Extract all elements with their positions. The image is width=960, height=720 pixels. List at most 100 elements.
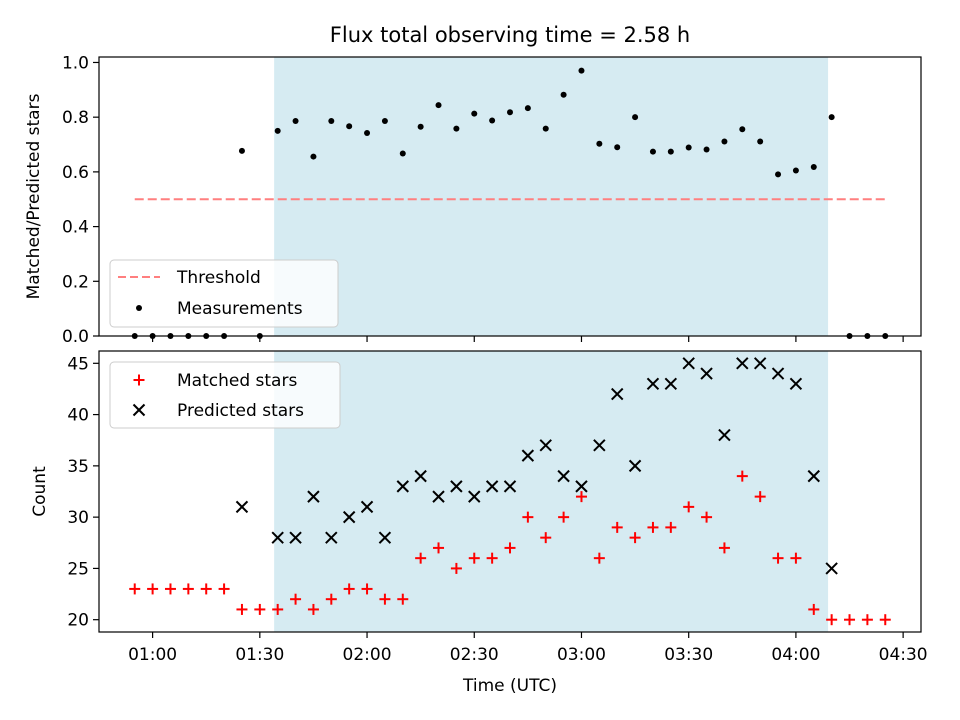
legend-matched-label: Matched stars	[177, 371, 297, 391]
measurement-point	[346, 123, 353, 130]
predicted-stars-point	[664, 377, 678, 391]
measurement-point	[274, 127, 281, 134]
predicted-stars-point	[771, 367, 785, 380]
matched-stars-point	[736, 470, 748, 482]
y-tick-label: 0.2	[62, 272, 89, 292]
predicted-stars-point	[271, 531, 284, 544]
matched-stars-point	[129, 583, 141, 595]
measurement-point	[560, 91, 567, 98]
bottom-panel: 01:00 01:30 02:00 02:30 03:00 03:30 04:00 04:30…	[30, 350, 928, 696]
matched-stars-point	[558, 511, 570, 523]
predicted-stars-point	[646, 377, 660, 391]
measurement-point	[775, 171, 782, 178]
legend-measurements-label: Measurements	[177, 299, 303, 319]
matched-stars-point	[361, 583, 373, 595]
matched-stars-point	[665, 521, 677, 533]
y-tick-label: 0.6	[62, 163, 89, 183]
matched-stars-point	[343, 583, 355, 595]
y-tick-label: 1.0	[62, 53, 89, 73]
predicted-stars-point	[521, 449, 535, 462]
legend-threshold-label: Threshold	[176, 268, 261, 288]
measurement-point	[453, 125, 460, 132]
legend-measurements-swatch	[136, 305, 142, 311]
legend-predicted-swatch	[132, 403, 146, 417]
y-tick-label: 0.0	[62, 327, 89, 347]
matched-stars-point	[486, 552, 498, 564]
legend-matched-swatch	[133, 374, 145, 386]
predicted-stars-point	[807, 469, 820, 483]
matched-stars-point	[540, 532, 552, 544]
matched-stars-point	[826, 614, 838, 626]
predicted-stars-point	[503, 480, 517, 493]
predicted-stars-point	[593, 439, 606, 452]
predicted-stars-point	[789, 377, 803, 391]
measurement-point	[596, 140, 603, 147]
predicted-stars-point	[325, 531, 338, 544]
legend-predicted-label: Predicted stars	[177, 401, 304, 421]
measurement-point	[507, 109, 513, 116]
matched-stars-point	[790, 552, 802, 564]
predicted-stars-point	[825, 562, 838, 575]
predicted-stars-point	[235, 500, 249, 514]
matched-stars-point	[397, 593, 409, 605]
top-axis-ticks: 0.0 0.2 0.4 0.6 0.8 1.0	[62, 53, 904, 347]
x-tick-label: 03:00	[557, 645, 606, 665]
measurement-point	[614, 144, 621, 151]
top-y-axis-label: Matched/Predicted stars	[24, 93, 44, 299]
top-axes-frame	[98, 56, 922, 337]
matched-stars-point	[575, 491, 587, 503]
matched-stars-point	[200, 583, 212, 595]
observing-window-shade-bottom	[274, 351, 829, 632]
predicted-stars-point	[414, 469, 427, 483]
matched-stars-point	[182, 583, 194, 595]
matched-stars-point	[808, 603, 820, 615]
measurement-point	[757, 138, 764, 145]
x-tick-label: 03:30	[664, 645, 713, 665]
measurement-point	[524, 105, 531, 112]
matched-stars-point	[147, 583, 159, 595]
matched-stars-point	[254, 603, 266, 615]
bottom-y-axis-label: Count	[30, 466, 50, 517]
measurement-point	[649, 148, 656, 155]
predicted-stars-point	[557, 469, 570, 483]
measurement-point	[792, 167, 799, 174]
predicted-stars-point	[307, 490, 320, 503]
predicted-stars-point	[700, 367, 713, 380]
measurement-point	[364, 130, 371, 137]
top-legend-box	[109, 259, 339, 328]
predicted-stars-point	[575, 480, 588, 493]
x-tick-label: 04:00	[771, 645, 820, 665]
predicted-stars-point	[450, 480, 463, 493]
measurement-point	[685, 144, 692, 151]
measurement-point	[238, 147, 245, 154]
bottom-axis-ticks: 01:00 01:30 02:00 02:30 03:00 03:30 04:00 04:30…	[67, 354, 927, 665]
y-tick-label: 45	[67, 354, 89, 374]
y-tick-label: 40	[67, 406, 89, 426]
y-tick-label: 35	[67, 457, 89, 477]
measurement-point	[542, 125, 549, 132]
predicted-stars-point	[682, 357, 695, 370]
matched-stars-point	[701, 511, 713, 523]
matched-stars-point	[379, 593, 391, 605]
matched-stars-point	[504, 542, 516, 554]
measurement-point	[310, 153, 317, 160]
x-tick-label: 01:30	[235, 645, 284, 665]
predicted-stars-point	[289, 531, 302, 544]
matched-stars-point	[325, 593, 337, 605]
measurement-point	[399, 150, 406, 157]
measurement-point	[328, 118, 335, 125]
matched-stars-point	[718, 542, 730, 554]
matched-stars-point	[879, 614, 891, 626]
matched-stars-point	[450, 562, 462, 574]
measurement-point	[828, 114, 835, 121]
matched-stars-point	[290, 593, 302, 605]
predicted-stars-point	[718, 428, 731, 442]
predicted-stars-point	[396, 480, 409, 493]
x-tick-label: 01:00	[128, 645, 177, 665]
predicted-stars-point	[468, 490, 481, 503]
matched-stars-point	[307, 603, 319, 615]
predicted-stars-point	[611, 387, 624, 401]
measurement-point	[739, 126, 746, 133]
y-tick-label: 0.8	[62, 108, 89, 128]
matched-stars-point	[647, 521, 659, 533]
